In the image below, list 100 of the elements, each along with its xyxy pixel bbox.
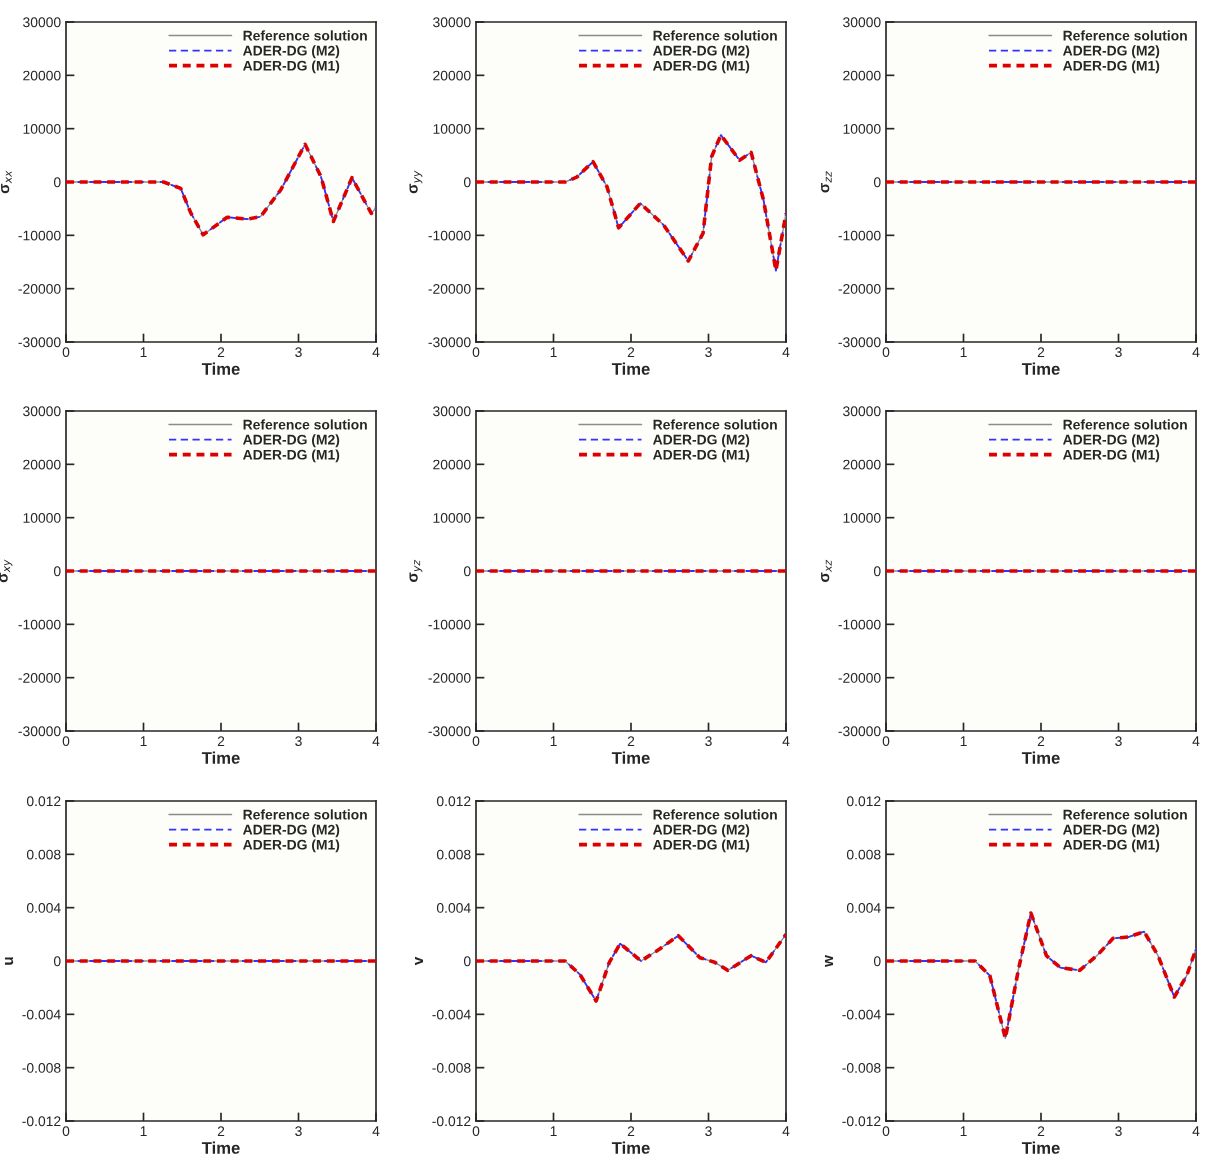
x-axis-title: Time	[201, 1141, 240, 1154]
y-tick-label: -0.008	[22, 1063, 61, 1073]
y-tick-label: -20000	[18, 673, 61, 683]
x-tick-label: 3	[705, 1126, 712, 1137]
legend-label: ADER-DG (M1)	[242, 60, 340, 74]
x-tick-label: 0	[882, 347, 890, 358]
y-tick-label: -10000	[428, 230, 471, 241]
legend-label: Reference solution	[243, 30, 367, 41]
x-tick-label: 4	[1192, 347, 1200, 357]
y-tick-label: 0	[873, 956, 881, 967]
legend-label: Reference solution	[243, 809, 367, 820]
legend-label: Reference solution	[1063, 809, 1187, 820]
y-tick-label: 0.008	[846, 849, 881, 860]
legend-label: Reference solution	[1063, 30, 1187, 41]
x-tick-label: 4	[782, 1126, 790, 1136]
x-axis-title: Time	[1021, 751, 1060, 764]
y-tick-label: 20000	[23, 459, 61, 470]
x-axis-title: Time	[611, 362, 650, 375]
x-tick-label: 0	[62, 347, 70, 358]
y-axis-title: σ$_{yy}$	[409, 170, 423, 194]
x-tick-label: 2	[217, 1126, 225, 1136]
x-tick-label: 3	[1115, 347, 1122, 358]
legend-label: ADER-DG (M2)	[242, 45, 340, 59]
y-axis-title: σ$_{zz}$	[821, 171, 832, 193]
legend-label: ADER-DG (M2)	[652, 434, 750, 448]
y-tick-label: -0.004	[22, 1009, 61, 1020]
y-tick-label: 10000	[843, 513, 881, 523]
legend-label: Reference solution	[243, 419, 367, 430]
legend-label: ADER-DG (M1)	[652, 60, 750, 74]
y-tick-label: -10000	[18, 619, 61, 630]
y-tick-label: 10000	[23, 124, 61, 134]
y-tick-label: 0.004	[26, 903, 61, 913]
legend-label: Reference solution	[653, 809, 777, 820]
y-tick-label: 10000	[433, 513, 471, 523]
x-axis-title: Time	[611, 751, 650, 764]
y-axis-title: σ$_{xz}$	[821, 559, 832, 582]
y-tick-label: 0	[53, 566, 61, 577]
y-tick-label: -30000	[838, 337, 881, 348]
x-tick-label: 2	[1037, 347, 1045, 357]
x-tick-label: 2	[217, 736, 225, 746]
y-tick-label: -0.012	[432, 1116, 471, 1127]
x-tick-label: 2	[217, 347, 225, 357]
x-tick-label: 3	[1115, 1126, 1122, 1137]
legend-label: ADER-DG (M1)	[1062, 449, 1160, 463]
x-tick-label: 0	[882, 736, 890, 747]
y-tick-label: 30000	[23, 17, 61, 28]
legend-label: ADER-DG (M1)	[242, 449, 340, 463]
legend-label: ADER-DG (M2)	[1062, 434, 1160, 448]
legend-label: ADER-DG (M2)	[652, 824, 750, 838]
x-tick-label: 3	[295, 347, 302, 358]
x-tick-label: 0	[472, 1126, 480, 1137]
x-tick-label: 3	[705, 347, 712, 358]
x-tick-label: 3	[1115, 736, 1122, 747]
legend-label: ADER-DG (M2)	[242, 824, 340, 838]
y-tick-label: -20000	[838, 284, 881, 294]
y-tick-label: -30000	[428, 337, 471, 348]
x-tick-label: 1	[550, 1126, 557, 1136]
x-tick-label: 1	[960, 347, 967, 357]
y-tick-label: -30000	[428, 726, 471, 737]
y-tick-label: 0.008	[26, 849, 61, 860]
x-tick-label: 2	[1037, 1126, 1045, 1136]
x-axis-title: Time	[1021, 1141, 1060, 1154]
y-tick-label: -30000	[838, 726, 881, 737]
y-tick-label: 20000	[433, 459, 471, 470]
y-tick-label: 20000	[843, 459, 881, 470]
y-axis-title: σ$_{yz}$	[409, 559, 423, 582]
y-tick-label: 0	[463, 956, 471, 967]
x-tick-label: 2	[627, 1126, 635, 1136]
legend-label: Reference solution	[1063, 419, 1187, 430]
y-tick-label: -0.008	[842, 1063, 881, 1073]
y-tick-label: -30000	[18, 726, 61, 737]
legend-label: ADER-DG (M1)	[1062, 839, 1160, 853]
x-tick-label: 0	[62, 1126, 70, 1137]
x-tick-label: 0	[882, 1126, 890, 1137]
x-tick-label: 4	[372, 347, 380, 357]
y-axis-title: w	[824, 955, 834, 967]
x-tick-label: 1	[550, 736, 557, 746]
x-tick-label: 2	[627, 736, 635, 746]
y-tick-label: 0.012	[436, 796, 471, 807]
x-tick-label: 1	[140, 1126, 147, 1136]
y-tick-label: -0.012	[22, 1116, 61, 1127]
y-tick-label: 0.004	[846, 903, 881, 913]
y-tick-label: 0.012	[26, 796, 61, 807]
y-tick-label: 0	[53, 177, 61, 188]
y-tick-label: 30000	[23, 406, 61, 417]
y-tick-label: 20000	[843, 70, 881, 81]
x-tick-label: 4	[372, 736, 380, 746]
y-tick-label: 0.012	[846, 796, 881, 807]
y-axis-title: σ$_{xx}$	[1, 170, 12, 194]
x-tick-label: 1	[960, 1126, 967, 1136]
legend-label: ADER-DG (M2)	[242, 434, 340, 448]
legend-label: ADER-DG (M1)	[652, 839, 750, 853]
x-tick-label: 1	[140, 347, 147, 357]
x-tick-label: 4	[782, 736, 790, 746]
y-tick-label: -20000	[18, 284, 61, 294]
x-tick-label: 3	[295, 1126, 302, 1137]
x-axis-title: Time	[1021, 362, 1060, 375]
x-axis-title: Time	[611, 1141, 650, 1154]
x-tick-label: 1	[960, 736, 967, 746]
y-tick-label: 30000	[843, 17, 881, 28]
